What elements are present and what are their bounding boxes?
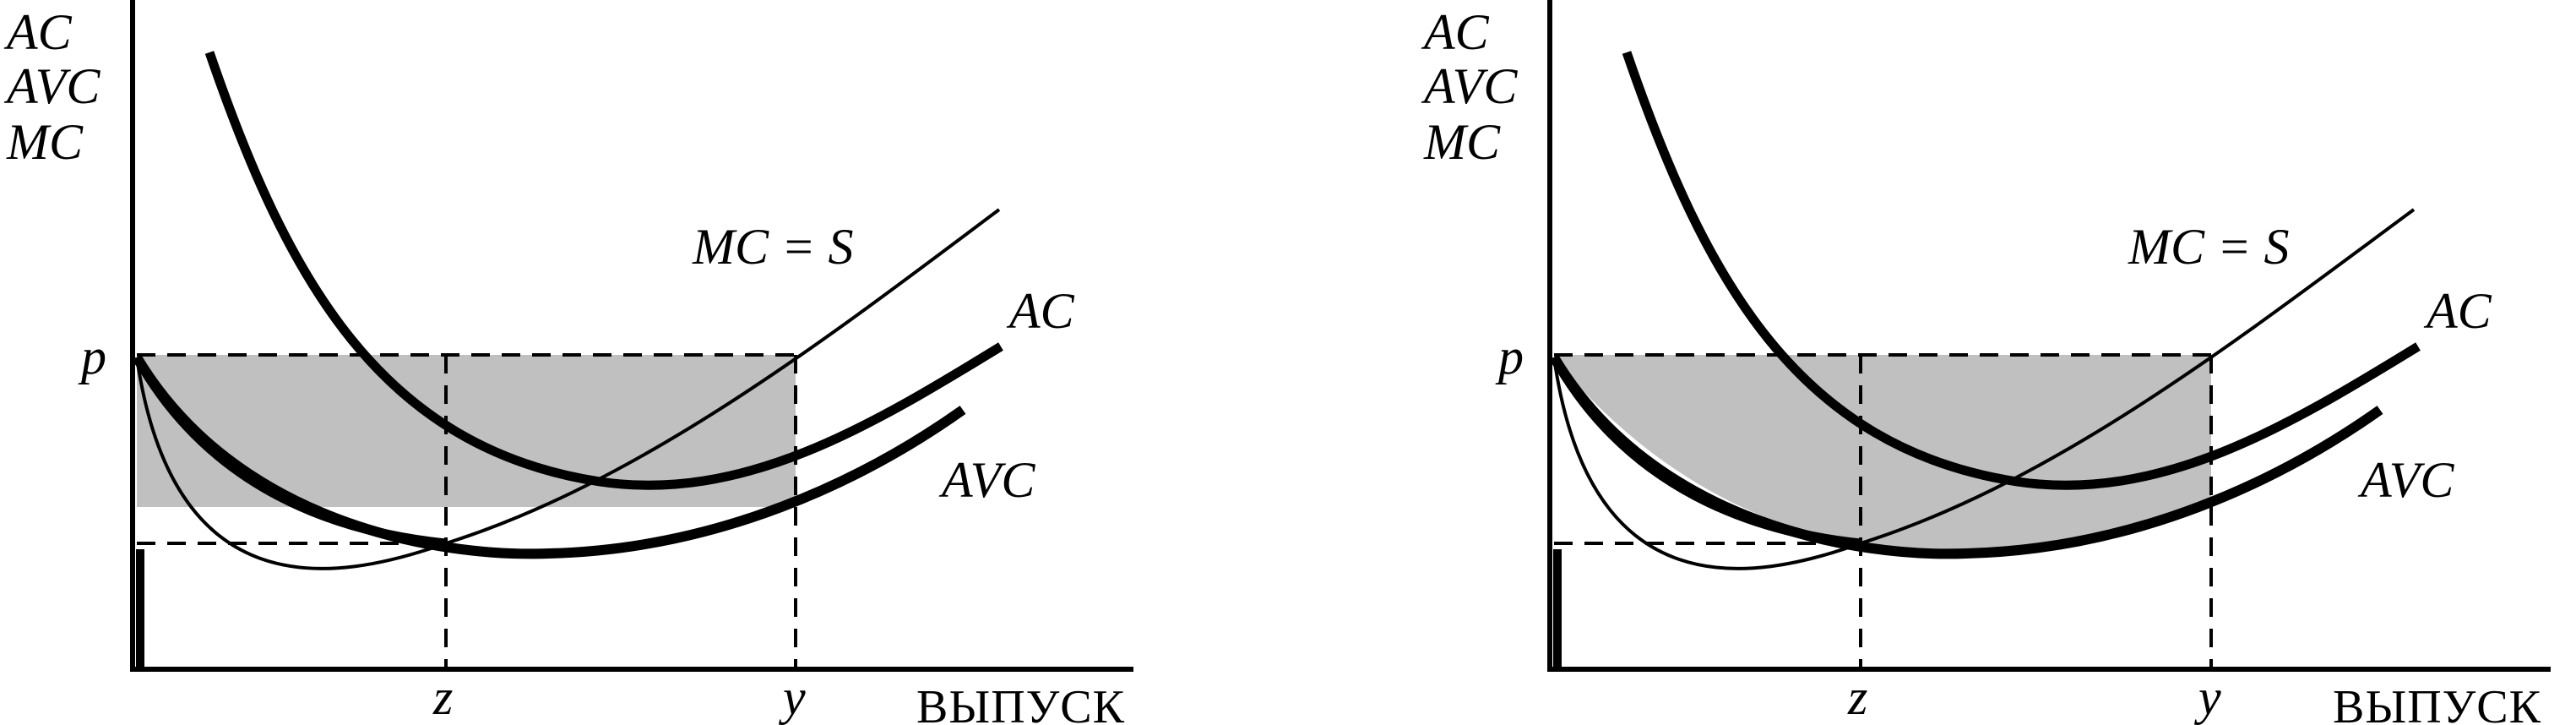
y-axis-label-avc: AVC <box>3 58 101 114</box>
y-axis-label-ac: AC <box>3 4 73 60</box>
ac-lower-branch <box>1550 355 1861 548</box>
avc-curve-label: AVC <box>938 452 1035 508</box>
y-axis-label-mc: MC <box>1423 114 1501 170</box>
mc-curve-label: MC = S <box>692 219 854 275</box>
panel-right: AC AVC MC MC = S AC AVC p z y ВЫПУСК <box>1421 0 2551 725</box>
panel-left: AC AVC MC MC = S AC AVC p z y ВЫПУСК <box>3 0 1133 725</box>
ac-lower-branch <box>133 355 447 548</box>
y-axis-label-ac: AC <box>1421 4 1490 60</box>
price-label: p <box>1495 329 1524 384</box>
ac-curve <box>204 51 1003 490</box>
avc-curve-label: AVC <box>2357 452 2454 508</box>
ac-curve-label: AC <box>1006 283 1075 339</box>
ac-curve-label: AC <box>2423 283 2492 339</box>
tick-label-z: z <box>1847 669 1867 725</box>
shaded-area <box>1554 355 2211 554</box>
x-axis-title: ВЫПУСК <box>2333 681 2541 725</box>
price-label: p <box>78 329 106 384</box>
x-axis-title: ВЫПУСК <box>916 681 1125 725</box>
y-axis-label-mc: MC <box>6 114 84 170</box>
tick-label-y: y <box>778 669 806 725</box>
ac-curve <box>1622 51 2421 490</box>
y-axis-label-avc: AVC <box>1421 58 1518 114</box>
tick-label-z: z <box>432 669 453 725</box>
mc-curve-label: MC = S <box>2128 219 2290 275</box>
tick-label-y: y <box>2193 669 2221 725</box>
